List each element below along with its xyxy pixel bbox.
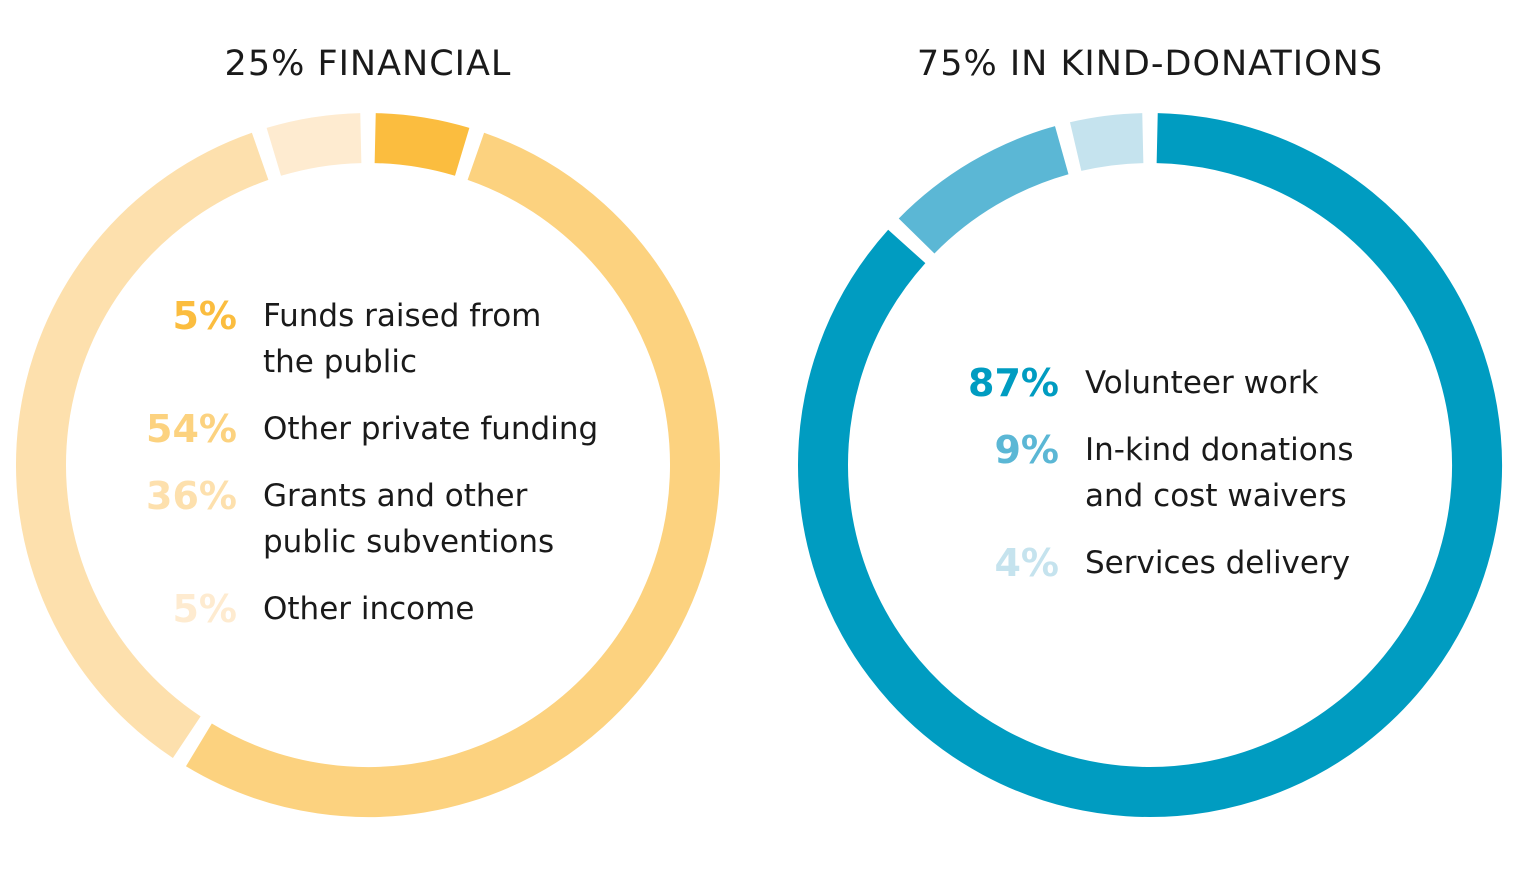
legend-item: 87% Volunteer work: [934, 360, 1385, 406]
donut-segment: [16, 132, 269, 758]
legend-label: Other private funding: [263, 411, 599, 447]
legend-item: 36% Grants and other public subventions: [112, 473, 598, 565]
chart-title: 25% FINANCIAL: [224, 44, 512, 84]
legend: 5% Funds raised from the public 54% Other p…: [112, 293, 598, 632]
value-label: 87%: [968, 361, 1059, 405]
legend-label: Grants and other public subventions: [263, 478, 555, 560]
donut-segment: [186, 132, 720, 817]
legend-item: 9% In-kind donations and cost waivers: [934, 427, 1385, 519]
legend: 87% Volunteer work 9% In-kind donations and…: [934, 360, 1385, 586]
legend-label: In-kind donations and cost waivers: [1085, 432, 1354, 514]
value-label: 9%: [994, 428, 1059, 472]
legend-label: Funds raised from the public: [263, 298, 542, 380]
legend-label: Services delivery: [1085, 545, 1351, 581]
legend-label: Volunteer work: [1085, 365, 1319, 401]
legend-item: 54% Other private funding: [112, 406, 598, 452]
legend-item: 4% Services delivery: [934, 540, 1385, 586]
donut-segment: [374, 113, 470, 176]
value-label: 4%: [994, 541, 1059, 585]
donut-segment: [1069, 113, 1144, 172]
value-label: 36%: [146, 474, 237, 518]
chart-title: 75% IN KIND-DONATIONS: [916, 44, 1384, 84]
donut-segment: [898, 126, 1069, 254]
value-label: 5%: [172, 587, 237, 631]
value-label: 5%: [172, 294, 237, 338]
value-label: 54%: [146, 407, 237, 451]
donut-segment: [798, 113, 1502, 817]
donut-segment: [266, 113, 362, 176]
legend-item: 5% Funds raised from the public: [112, 293, 598, 385]
legend-label: Other income: [263, 591, 475, 627]
legend-item: 5% Other income: [112, 586, 598, 632]
